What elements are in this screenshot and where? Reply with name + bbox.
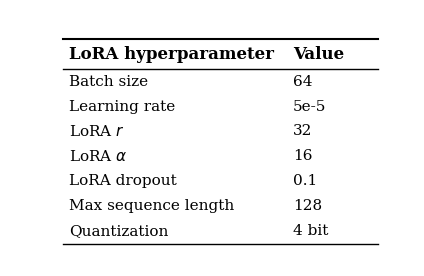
- Text: LoRA dropout: LoRA dropout: [70, 174, 177, 188]
- Text: 16: 16: [293, 149, 312, 163]
- Text: 0.1: 0.1: [293, 174, 317, 188]
- Text: 64: 64: [293, 75, 312, 89]
- Text: LoRA $\alpha$: LoRA $\alpha$: [70, 149, 128, 164]
- Text: 5e-5: 5e-5: [293, 100, 326, 114]
- Text: Learning rate: Learning rate: [70, 100, 176, 114]
- Text: 128: 128: [293, 199, 322, 213]
- Text: Quantization: Quantization: [70, 224, 169, 238]
- Text: LoRA $r$: LoRA $r$: [70, 124, 125, 139]
- Text: Batch size: Batch size: [70, 75, 148, 89]
- Text: 4 bit: 4 bit: [293, 224, 328, 238]
- Text: Value: Value: [293, 46, 344, 63]
- Text: Max sequence length: Max sequence length: [70, 199, 234, 213]
- Text: 32: 32: [293, 124, 312, 139]
- Text: LoRA hyperparameter: LoRA hyperparameter: [70, 46, 274, 63]
